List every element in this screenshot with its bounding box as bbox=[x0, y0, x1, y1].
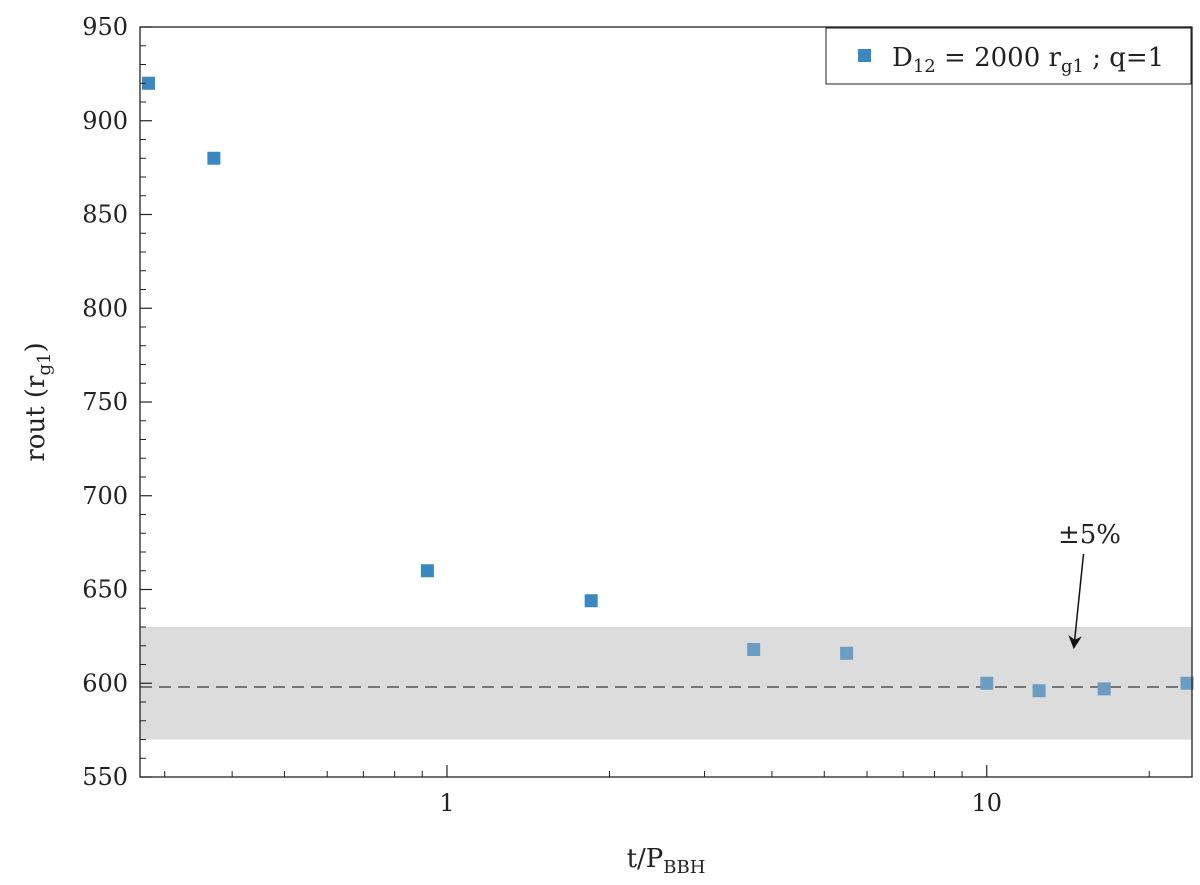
y-axis-title: rout (rg1) bbox=[21, 342, 55, 461]
data-point-1 bbox=[142, 76, 156, 90]
legend-label-part: 12 bbox=[913, 56, 936, 77]
tolerance-band bbox=[140, 627, 1192, 740]
axes-layer: 550 600 650 700 750 800 850 900 950 1 10 bbox=[82, 13, 1193, 817]
legend-label-part: g1 bbox=[1061, 56, 1084, 77]
y-tick-label: 650 bbox=[82, 576, 128, 604]
legend-label-part: = 2000 r bbox=[936, 43, 1062, 73]
x-tick-label: 10 bbox=[971, 789, 1002, 817]
y-tick-label: 850 bbox=[82, 201, 128, 229]
annotation-layer: ±5% bbox=[1058, 520, 1121, 650]
annotation-arrow bbox=[1068, 553, 1085, 650]
data-point-3 bbox=[420, 564, 434, 578]
data-point-10 bbox=[1180, 676, 1194, 690]
data-point-4 bbox=[584, 594, 598, 608]
data-point-6 bbox=[840, 646, 854, 660]
y-tick-label: 950 bbox=[82, 13, 128, 41]
x-axis-title-sub: BBH bbox=[663, 857, 705, 878]
x-axis-title-main: t/P bbox=[627, 844, 664, 874]
data-point-5 bbox=[747, 643, 761, 656]
y-tick-label: 800 bbox=[82, 294, 128, 322]
data-point-9 bbox=[1097, 682, 1111, 696]
y-axis-title-sub: g1 bbox=[34, 353, 55, 376]
y-axis-title-main: rout (r bbox=[21, 375, 51, 462]
legend-marker bbox=[858, 49, 871, 62]
y-tick-label: 600 bbox=[82, 669, 128, 697]
y-tick-label: 700 bbox=[82, 482, 128, 510]
y-tick-label: 550 bbox=[82, 763, 128, 791]
x-tick-label: 1 bbox=[439, 789, 454, 817]
data-points-layer bbox=[142, 76, 1194, 698]
y-axis-title-close: ) bbox=[21, 342, 51, 352]
annotation-text: ±5% bbox=[1058, 520, 1121, 550]
legend-label-part: ; q=1 bbox=[1084, 43, 1164, 73]
data-point-7 bbox=[980, 676, 994, 690]
tolerance-band-layer bbox=[140, 627, 1192, 740]
legend: D12 = 2000 rg1 ; q=1 bbox=[825, 27, 1192, 85]
y-tick-label: 900 bbox=[82, 107, 128, 135]
data-point-8 bbox=[1032, 684, 1046, 698]
y-tick-label: 750 bbox=[82, 388, 128, 416]
data-point-2 bbox=[207, 151, 221, 165]
legend-box bbox=[825, 27, 1192, 85]
legend-label-part: D bbox=[892, 43, 913, 73]
legend-label: D12 = 2000 rg1 ; q=1 bbox=[892, 43, 1164, 77]
x-axis-title: t/PBBH bbox=[627, 844, 706, 878]
